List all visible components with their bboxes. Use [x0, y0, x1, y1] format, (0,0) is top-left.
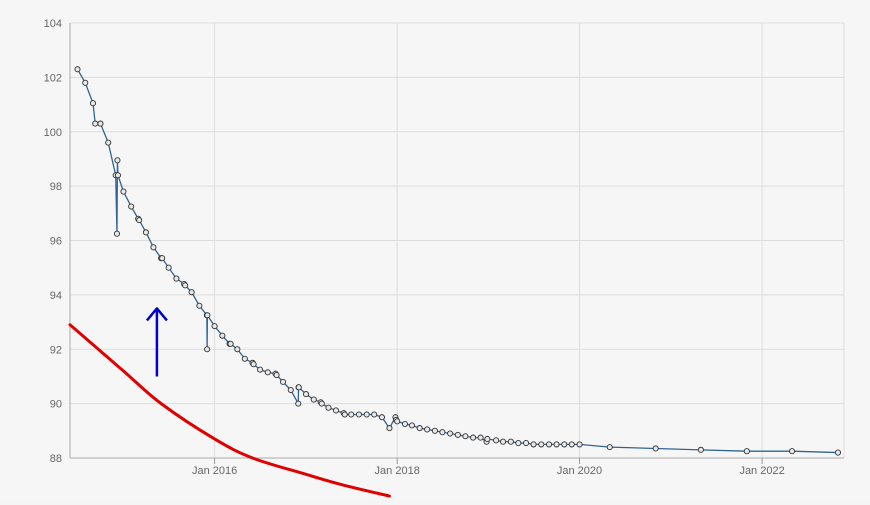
- data-point: [431, 427, 438, 434]
- data-point: [606, 444, 613, 451]
- y-tick-label: 102: [44, 72, 62, 84]
- y-tick-label: 98: [50, 181, 62, 193]
- data-point: [182, 282, 189, 289]
- x-tick-label: Jan 2016: [192, 465, 237, 477]
- data-point: [553, 441, 560, 448]
- data-point: [295, 384, 302, 391]
- data-point: [439, 429, 446, 436]
- data-point: [477, 434, 484, 441]
- data-point: [507, 438, 514, 445]
- data-point: [227, 340, 234, 347]
- data-point: [92, 120, 99, 127]
- data-point: [302, 391, 310, 398]
- data-point: [576, 441, 583, 448]
- data-point: [114, 172, 121, 179]
- data-point: [545, 441, 553, 448]
- data-point: [74, 66, 81, 73]
- data-point: [834, 449, 842, 456]
- data-point: [378, 414, 386, 421]
- data-point: [310, 396, 317, 403]
- data-point: [493, 437, 500, 444]
- data-point: [128, 203, 135, 210]
- data-point: [386, 425, 393, 432]
- data-point: [325, 404, 332, 411]
- y-tick-label: 104: [44, 18, 62, 30]
- data-point: [257, 366, 264, 373]
- data-point: [241, 355, 248, 362]
- data-point: [273, 372, 280, 379]
- data-point: [424, 426, 431, 433]
- grid-lines: [70, 22, 845, 459]
- data-point: [500, 438, 507, 445]
- data-point: [447, 430, 454, 437]
- data-point: [318, 400, 325, 407]
- data-point: [789, 448, 796, 455]
- data-point: [150, 244, 157, 251]
- data-point: [371, 411, 378, 418]
- y-tick-label: 100: [44, 127, 62, 139]
- blue-arrow-head: [145, 307, 168, 322]
- data-point: [287, 386, 294, 394]
- data-point: [113, 230, 120, 237]
- data-point: [173, 275, 180, 282]
- data-point: [165, 264, 172, 271]
- data-point: [743, 448, 750, 455]
- data-point: [188, 289, 195, 296]
- data-point: [408, 422, 415, 429]
- data-point: [211, 323, 218, 330]
- data-point: [454, 431, 461, 438]
- data-point: [538, 441, 545, 448]
- x-tick-label: Jan 2018: [375, 465, 420, 477]
- data-point: [159, 255, 166, 262]
- data-point: [136, 217, 143, 224]
- data-point: [142, 229, 149, 236]
- data-point: [120, 188, 127, 195]
- y-tick-label: 96: [50, 236, 62, 248]
- data-point: [530, 441, 537, 448]
- data-point: [89, 100, 97, 107]
- data-point: [523, 439, 530, 447]
- annotations: [68, 307, 391, 498]
- data-point: [234, 346, 241, 353]
- data-point: [484, 435, 491, 443]
- data-point: [515, 439, 522, 447]
- data-point: [355, 411, 363, 418]
- data-point: [82, 79, 89, 86]
- data-point: [697, 446, 704, 453]
- data-point: [416, 425, 423, 432]
- data-point: [279, 378, 287, 385]
- data-point: [97, 120, 104, 127]
- data-point: [561, 441, 568, 448]
- x-tick-label: Jan 2020: [557, 465, 602, 477]
- data-point: [462, 433, 469, 440]
- y-tick-label: 94: [50, 290, 62, 302]
- data-point: [264, 369, 271, 376]
- data-point: [652, 445, 659, 452]
- data-point: [114, 157, 121, 164]
- y-tick-label: 88: [50, 453, 62, 465]
- red-curve-annotation: [68, 323, 391, 498]
- data-point: [332, 407, 340, 414]
- data-point: [348, 411, 355, 418]
- data-series: [74, 66, 842, 456]
- data-point: [196, 302, 203, 309]
- data-point: [105, 139, 112, 146]
- data-point: [204, 312, 211, 319]
- x-tick-label: Jan 2022: [739, 465, 784, 477]
- data-point: [204, 346, 211, 353]
- data-point: [219, 332, 226, 339]
- data-point: [363, 411, 370, 418]
- axes: 88 90 92 94 96 98 100 102 104 Jan 2016 Jan 2018 Jan…: [44, 18, 844, 477]
- data-point: [295, 400, 302, 407]
- data-point: [341, 411, 348, 418]
- y-tick-label: 90: [50, 399, 62, 411]
- data-point: [568, 441, 575, 448]
- data-point: [394, 418, 401, 425]
- y-tick-label: 92: [50, 344, 62, 356]
- data-point: [250, 361, 257, 368]
- data-point: [470, 434, 477, 441]
- data-point: [401, 420, 408, 428]
